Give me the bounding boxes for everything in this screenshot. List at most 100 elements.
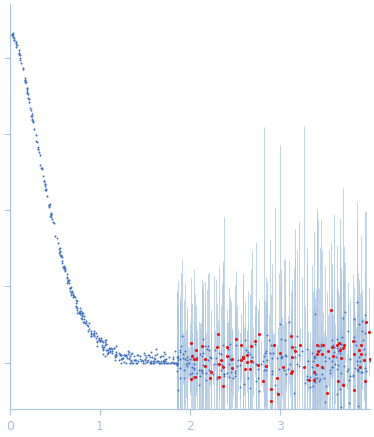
Point xyxy=(103,336,109,343)
Point xyxy=(316,378,322,385)
Point xyxy=(162,350,168,357)
Point xyxy=(226,361,232,368)
Point xyxy=(73,303,79,310)
Point xyxy=(194,354,200,361)
Point xyxy=(132,357,138,364)
Point xyxy=(184,362,190,369)
Point xyxy=(121,351,127,358)
Point xyxy=(159,357,165,364)
Point xyxy=(262,363,268,370)
Point xyxy=(99,341,105,348)
Point xyxy=(94,342,100,349)
Point xyxy=(94,338,100,345)
Point xyxy=(30,118,36,125)
Point xyxy=(208,354,214,361)
Point xyxy=(248,357,254,364)
Point xyxy=(157,359,163,366)
Point xyxy=(71,293,77,300)
Point xyxy=(100,346,106,353)
Point xyxy=(134,359,140,366)
Point xyxy=(340,315,346,322)
Point xyxy=(61,264,67,271)
Point xyxy=(338,340,344,347)
Point xyxy=(86,319,92,326)
Point xyxy=(319,350,325,357)
Point xyxy=(102,341,108,348)
Point xyxy=(62,265,68,272)
Point xyxy=(177,364,183,371)
Point xyxy=(273,374,279,381)
Point xyxy=(356,321,362,328)
Point xyxy=(266,336,272,343)
Point xyxy=(113,352,119,359)
Point xyxy=(235,357,241,364)
Point xyxy=(147,353,153,360)
Point xyxy=(84,321,90,328)
Point xyxy=(189,364,195,371)
Point xyxy=(338,354,344,361)
Point xyxy=(358,357,364,364)
Point xyxy=(98,337,104,344)
Point xyxy=(58,252,64,259)
Point xyxy=(270,350,276,357)
Point xyxy=(96,337,102,344)
Point xyxy=(314,362,320,369)
Point xyxy=(170,354,176,361)
Point xyxy=(224,343,230,350)
Point xyxy=(263,366,269,373)
Point xyxy=(97,337,103,344)
Point xyxy=(271,342,277,349)
Point xyxy=(22,78,28,85)
Point xyxy=(171,359,177,366)
Point xyxy=(58,253,64,260)
Point xyxy=(301,364,307,371)
Point xyxy=(51,220,57,227)
Point xyxy=(189,353,195,360)
Point xyxy=(171,359,177,366)
Point xyxy=(46,204,52,211)
Point xyxy=(304,373,310,380)
Point xyxy=(83,317,89,324)
Point xyxy=(255,375,261,382)
Point xyxy=(33,138,39,145)
Point xyxy=(312,311,318,318)
Point xyxy=(292,343,298,350)
Point xyxy=(93,330,99,337)
Point xyxy=(11,36,17,43)
Point xyxy=(113,349,119,356)
Point xyxy=(37,152,43,159)
Point xyxy=(107,345,113,352)
Point xyxy=(24,89,30,96)
Point xyxy=(294,361,300,368)
Point xyxy=(148,359,154,366)
Point xyxy=(39,166,45,173)
Point xyxy=(91,332,97,339)
Point xyxy=(286,319,292,326)
Point xyxy=(331,349,337,356)
Point xyxy=(147,359,153,366)
Point xyxy=(351,386,357,393)
Point xyxy=(337,346,343,353)
Point xyxy=(74,306,80,313)
Point xyxy=(77,308,83,315)
Point xyxy=(117,350,123,357)
Point xyxy=(353,342,359,349)
Point xyxy=(178,342,184,349)
Point xyxy=(118,359,124,366)
Point xyxy=(274,390,280,397)
Point xyxy=(74,298,80,305)
Point xyxy=(247,365,253,372)
Point xyxy=(362,311,368,318)
Point xyxy=(77,309,83,316)
Point xyxy=(129,349,135,356)
Point xyxy=(165,359,171,366)
Point xyxy=(155,357,161,364)
Point xyxy=(274,355,280,362)
Point xyxy=(175,360,181,367)
Point xyxy=(261,352,267,359)
Point xyxy=(205,357,211,364)
Point xyxy=(117,351,123,358)
Point xyxy=(232,373,238,380)
Point xyxy=(205,342,211,349)
Point xyxy=(356,353,362,360)
